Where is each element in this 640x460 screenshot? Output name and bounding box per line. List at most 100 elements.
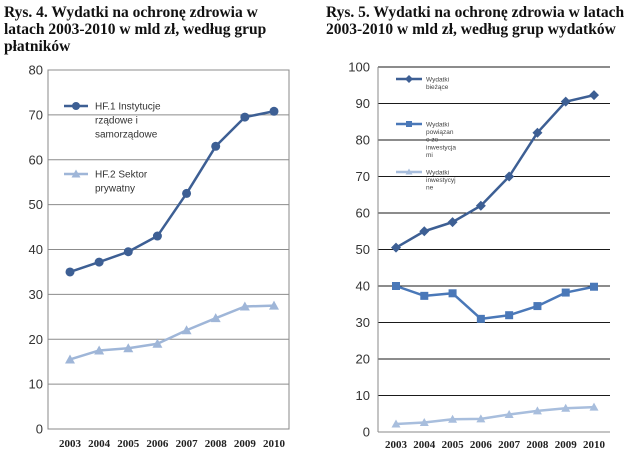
x-tick-label: 2008 bbox=[526, 439, 549, 451]
data-point-series-3 bbox=[561, 403, 571, 412]
y-tick-label: 30 bbox=[356, 315, 370, 330]
data-point-series-1 bbox=[152, 231, 162, 241]
data-point-series-1 bbox=[419, 226, 430, 237]
data-point-series-2 bbox=[448, 289, 457, 298]
data-point-series-1 bbox=[532, 127, 543, 138]
legend-marker-3 bbox=[405, 168, 413, 175]
data-point-series-1 bbox=[123, 247, 133, 257]
y-tick-label: 10 bbox=[356, 388, 370, 403]
y-tick-label: 80 bbox=[356, 133, 370, 148]
series-line-2 bbox=[395, 284, 595, 321]
x-tick-label: 2008 bbox=[205, 438, 228, 450]
data-point-series-3 bbox=[589, 402, 599, 411]
legend-label-1: HF.1 Instytucje bbox=[95, 102, 161, 113]
x-tick-label: 2010 bbox=[583, 439, 606, 451]
data-point-series-2 bbox=[239, 301, 250, 311]
y-tick-label: 60 bbox=[356, 206, 370, 221]
figure-5-caption-line: 2003-2010 w mld zł, według grup wydatków bbox=[326, 21, 616, 38]
x-tick-label: 2006 bbox=[146, 438, 169, 450]
x-tick-label: 2009 bbox=[234, 438, 257, 450]
legend-label-2: mi bbox=[426, 152, 433, 159]
data-point-series-2 bbox=[65, 354, 75, 364]
x-tick-label: 2004 bbox=[413, 439, 436, 451]
data-point-series-1 bbox=[182, 188, 192, 198]
figure-4-caption-line: latach 2003-2010 w mld zł, według grup bbox=[4, 21, 267, 38]
y-tick-label: 50 bbox=[356, 242, 370, 257]
legend-marker-1 bbox=[405, 75, 413, 83]
legend-label-2: prywatny bbox=[95, 184, 135, 195]
data-point-series-3 bbox=[391, 419, 401, 428]
y-tick-label: 40 bbox=[29, 242, 43, 257]
data-point-series-1 bbox=[589, 90, 599, 101]
data-point-series-3 bbox=[476, 414, 486, 423]
data-point-series-1 bbox=[391, 242, 401, 253]
y-tick-label: 20 bbox=[29, 332, 43, 347]
x-tick-label: 2005 bbox=[442, 439, 465, 451]
y-tick-label: 20 bbox=[356, 352, 370, 367]
y-tick-label: 70 bbox=[356, 169, 370, 184]
figure-4-line-chart: 0 10 20 30 40 50 60 70 80 2003 2004 2005 2006 2007 200… bbox=[29, 63, 290, 450]
legend-label-1: rządowe i bbox=[95, 116, 138, 127]
data-point-series-2 bbox=[420, 291, 429, 300]
legend-label-2: inwestycja bbox=[426, 144, 456, 151]
x-tick-label: 2004 bbox=[88, 438, 111, 450]
data-point-series-3 bbox=[504, 409, 514, 418]
y-tick-label: 30 bbox=[29, 287, 43, 302]
data-point-series-1 bbox=[211, 141, 221, 151]
legend-label-2: HF.2 Sektor bbox=[95, 170, 148, 181]
data-point-series-2 bbox=[269, 300, 279, 310]
data-point-series-2 bbox=[476, 314, 485, 323]
legend-label-1: Wydatki bbox=[426, 77, 449, 84]
legend-marker-1 bbox=[72, 102, 80, 110]
legend-label-1: bieżące bbox=[426, 84, 449, 91]
legend-label-2: e ze bbox=[426, 137, 439, 144]
legend-marker-2 bbox=[406, 121, 412, 127]
y-tick-label: 0 bbox=[36, 422, 43, 437]
data-point-series-1 bbox=[504, 171, 515, 182]
data-point-series-1 bbox=[65, 267, 75, 277]
figure-4-caption-line: płatników bbox=[4, 38, 71, 55]
x-tick-label: 2003 bbox=[385, 439, 408, 451]
legend-label-3: Wydatki bbox=[426, 170, 449, 177]
y-tick-label: 90 bbox=[356, 96, 370, 111]
y-tick-label: 40 bbox=[356, 279, 370, 294]
series-line-1 bbox=[69, 110, 275, 274]
data-point-series-2 bbox=[505, 311, 514, 320]
x-tick-label: 2006 bbox=[470, 439, 493, 451]
x-tick-label: 2007 bbox=[498, 439, 521, 451]
data-point-series-1 bbox=[447, 217, 458, 228]
x-tick-label: 2007 bbox=[176, 438, 199, 450]
series-line-2 bbox=[69, 304, 275, 361]
legend-label-2: Wydatki bbox=[426, 122, 449, 129]
data-point-series-2 bbox=[94, 345, 105, 355]
y-tick-label: 60 bbox=[29, 152, 43, 167]
y-tick-label: 100 bbox=[348, 60, 370, 75]
legend-label-1: samorządowe bbox=[95, 130, 158, 141]
series-line-1 bbox=[395, 93, 595, 249]
series-line-3 bbox=[395, 405, 595, 426]
figure-5-caption-line: Rys. 5. Wydatki na ochronę zdrowia w lat… bbox=[326, 4, 625, 21]
figure-4-caption-line: Rys. 4. Wydatki na ochronę zdrowia w bbox=[4, 4, 258, 21]
y-tick-label: 0 bbox=[363, 425, 370, 440]
data-point-series-2 bbox=[123, 343, 134, 353]
data-point-series-2 bbox=[152, 338, 163, 348]
data-point-series-2 bbox=[561, 288, 570, 297]
data-point-series-3 bbox=[448, 414, 458, 423]
legend-label-3: ne bbox=[426, 185, 434, 192]
data-point-series-3 bbox=[419, 418, 429, 427]
legend-marker-2 bbox=[71, 169, 81, 178]
data-point-series-1 bbox=[94, 257, 104, 267]
data-point-series-2 bbox=[533, 302, 542, 311]
legend-label-2: powiązan bbox=[426, 129, 454, 136]
y-tick-label: 80 bbox=[29, 63, 43, 78]
legend-label-3: inwestycyj bbox=[426, 177, 456, 184]
y-tick-label: 50 bbox=[29, 197, 43, 212]
data-point-series-3 bbox=[532, 406, 542, 415]
y-tick-label: 70 bbox=[29, 107, 43, 122]
data-point-series-1 bbox=[560, 96, 571, 107]
data-point-series-1 bbox=[269, 106, 279, 116]
data-point-series-2 bbox=[210, 313, 221, 323]
data-point-series-2 bbox=[590, 282, 598, 291]
data-point-series-2 bbox=[392, 282, 400, 290]
